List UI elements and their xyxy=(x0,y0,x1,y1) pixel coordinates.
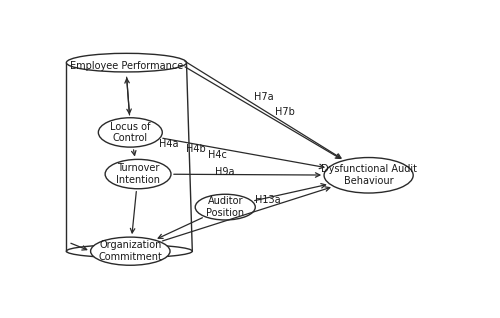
Ellipse shape xyxy=(98,118,162,147)
Text: H4c: H4c xyxy=(208,150,227,160)
Text: H13a: H13a xyxy=(255,195,280,205)
Text: H7a: H7a xyxy=(254,92,274,102)
Text: Employee Performance: Employee Performance xyxy=(70,61,183,71)
Ellipse shape xyxy=(195,194,256,220)
Text: H9a: H9a xyxy=(216,167,235,177)
Ellipse shape xyxy=(324,157,413,193)
Ellipse shape xyxy=(66,53,186,72)
Text: Locus of
Control: Locus of Control xyxy=(110,121,150,143)
Text: H4b: H4b xyxy=(186,144,206,154)
Ellipse shape xyxy=(90,237,170,265)
Text: Organization
Commitment: Organization Commitment xyxy=(98,240,162,262)
Text: Dysfunctional Audit
Behaviour: Dysfunctional Audit Behaviour xyxy=(320,164,416,186)
Text: Turnover
Intention: Turnover Intention xyxy=(116,163,160,185)
Ellipse shape xyxy=(105,159,171,189)
Text: H7b: H7b xyxy=(276,107,295,117)
Text: Auditor
Position: Auditor Position xyxy=(206,196,244,218)
Text: H4a: H4a xyxy=(160,139,179,149)
